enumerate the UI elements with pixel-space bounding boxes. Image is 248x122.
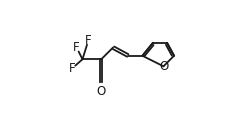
Text: O: O: [159, 60, 168, 73]
Text: F: F: [69, 62, 75, 75]
Text: F: F: [85, 34, 92, 47]
Text: O: O: [97, 85, 106, 98]
Text: F: F: [73, 41, 80, 54]
